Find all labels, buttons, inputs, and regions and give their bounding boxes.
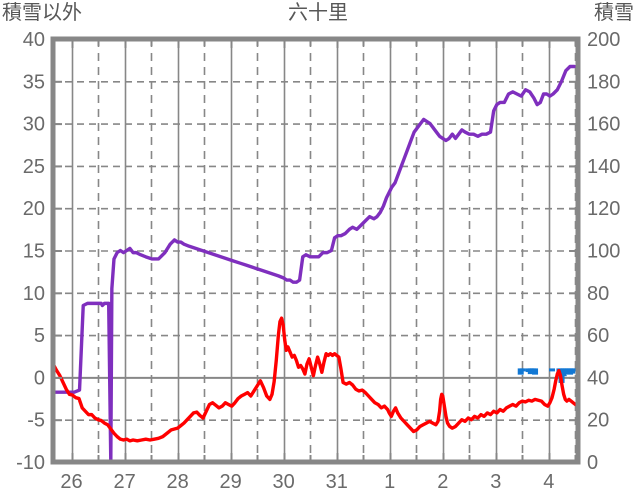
left-axis-title: 積雪以外 [2, 2, 82, 24]
x-axis-tick-label: 1 [384, 471, 395, 493]
y-axis-left-tick-label: 5 [34, 325, 45, 347]
y-axis-right-tick-label: 0 [587, 452, 598, 474]
y-axis-left-tick-label: 30 [23, 114, 45, 136]
x-axis-tick-label: 30 [273, 471, 295, 493]
y-axis-left-tick-label: 25 [23, 156, 45, 178]
series-line-snow-depth [51, 64, 576, 464]
x-axis-tick-label: 28 [166, 471, 188, 493]
y-axis-left-tick-label: 35 [23, 71, 45, 93]
y-axis-right-tick-label: 120 [587, 198, 620, 220]
precipitation-bar [519, 368, 526, 372]
bars-layer [517, 368, 578, 383]
y-axis-right-tick-label: 40 [587, 367, 609, 389]
y-axis-right-tick-label: 20 [587, 410, 609, 432]
chart-title: 六十里 [288, 2, 348, 24]
y-axis-left-tick-label: -5 [27, 410, 45, 432]
y-axis-right-tick-label: 200 [587, 29, 620, 51]
x-axis-tick-label: 26 [60, 471, 82, 493]
x-axis-tick-label: 2 [437, 471, 448, 493]
y-axis-left-tick-label: 40 [23, 29, 45, 51]
grid-layer [53, 39, 578, 462]
precipitation-bar [532, 368, 539, 375]
tick-labels-layer: -10 -5 0 5 10 15 20 25 30 35 40 0 20 40 60 80 100 120 140 1… [16, 29, 620, 493]
series-line-temperature [51, 316, 578, 443]
precipitation-bar [517, 368, 524, 375]
y-axis-right-tick-label: 100 [587, 241, 620, 263]
right-axis-title: 積雪 [594, 2, 634, 24]
y-axis-right-tick-label: 60 [587, 325, 609, 347]
y-axis-right-tick-label: 80 [587, 283, 609, 305]
x-axis-tick-label: 31 [326, 471, 348, 493]
y-axis-right-tick-label: 140 [587, 156, 620, 178]
y-axis-left-tick-label: 0 [34, 367, 45, 389]
precipitation-bar [549, 368, 556, 372]
x-axis-tick-label: 27 [113, 471, 135, 493]
x-axis-tick-label: 4 [543, 471, 554, 493]
precipitation-bar [571, 368, 578, 372]
x-axis-tick-label: 3 [490, 471, 501, 493]
y-axis-right-tick-label: 180 [587, 71, 620, 93]
y-axis-right-tick-label: 160 [587, 114, 620, 136]
x-axis-tick-label: 29 [220, 471, 242, 493]
series-layer [51, 64, 578, 464]
y-axis-left-tick-label: 20 [23, 198, 45, 220]
ticks-layer [53, 39, 578, 462]
y-axis-left-tick-label: 10 [23, 283, 45, 305]
y-axis-left-tick-label: 15 [23, 241, 45, 263]
y-axis-left-tick-label: -10 [16, 452, 45, 474]
